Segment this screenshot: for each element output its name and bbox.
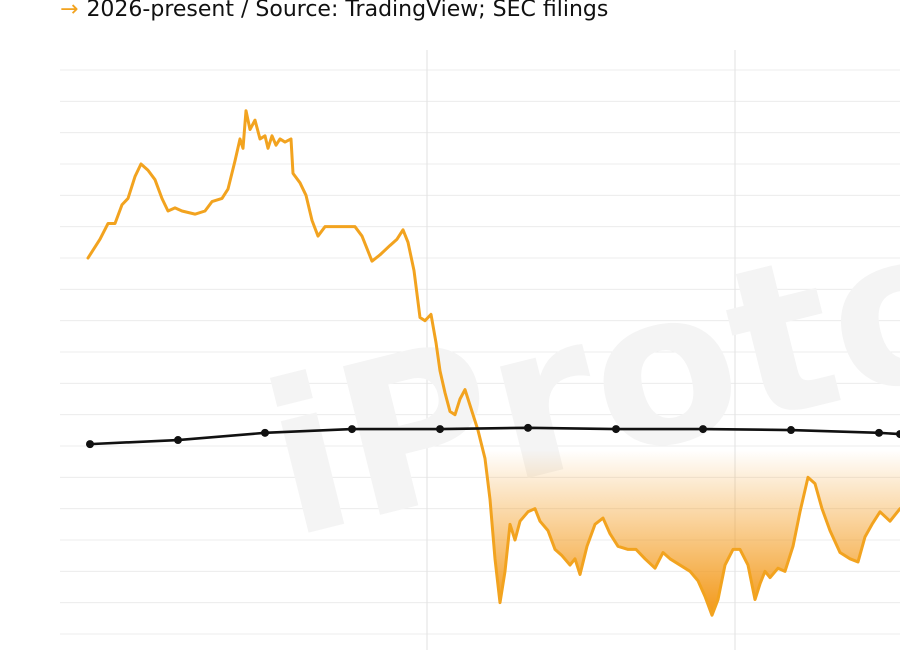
arrow: → (60, 0, 78, 22)
marker (612, 425, 620, 434)
marker (261, 428, 269, 437)
marker (875, 428, 883, 437)
marker (174, 436, 182, 445)
marker (86, 440, 94, 449)
subtitle: → 2026-present / Source: TradingView; SEC… (60, 0, 608, 22)
marker (524, 423, 532, 432)
marker (436, 425, 444, 434)
fill-area (88, 427, 900, 616)
marker (699, 425, 707, 434)
marker (896, 430, 900, 439)
series-line (86, 109, 900, 617)
marker (787, 426, 795, 435)
subtitle-text: 2026-present / Source: TradingView; SEC … (86, 0, 608, 22)
marker (348, 425, 356, 434)
